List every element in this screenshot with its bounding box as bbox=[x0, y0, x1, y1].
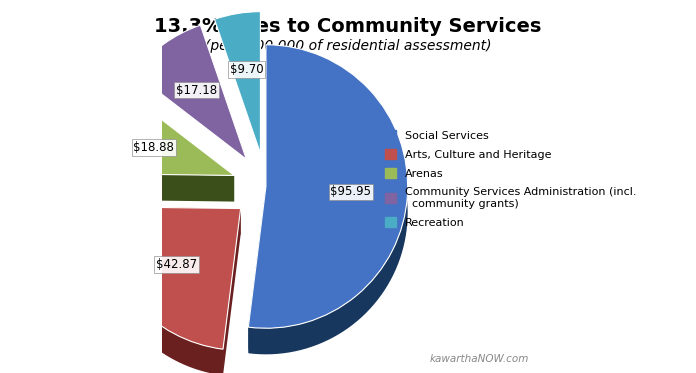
Text: 13.3% goes to Community Services: 13.3% goes to Community Services bbox=[155, 17, 541, 36]
Text: $95.95: $95.95 bbox=[331, 185, 372, 198]
Polygon shape bbox=[248, 186, 266, 353]
Legend: Social Services, Arts, Culture and Heritage, Arenas, Community Services Administ: Social Services, Arts, Culture and Herit… bbox=[386, 130, 637, 228]
Text: $9.70: $9.70 bbox=[230, 63, 263, 76]
Text: (per $100,000 of residential assessment): (per $100,000 of residential assessment) bbox=[205, 39, 491, 53]
Polygon shape bbox=[99, 207, 223, 373]
Wedge shape bbox=[214, 12, 260, 153]
Wedge shape bbox=[93, 89, 235, 175]
Wedge shape bbox=[99, 207, 241, 349]
Polygon shape bbox=[248, 169, 408, 354]
Polygon shape bbox=[93, 173, 235, 201]
Text: $42.87: $42.87 bbox=[156, 258, 197, 271]
Text: kawarthaNOW.com: kawarthaNOW.com bbox=[429, 354, 529, 364]
Wedge shape bbox=[248, 45, 408, 328]
Wedge shape bbox=[134, 25, 246, 159]
Polygon shape bbox=[99, 207, 241, 235]
Text: $17.18: $17.18 bbox=[176, 84, 217, 97]
Text: $18.88: $18.88 bbox=[134, 141, 174, 154]
Polygon shape bbox=[93, 155, 94, 200]
Polygon shape bbox=[223, 209, 241, 373]
